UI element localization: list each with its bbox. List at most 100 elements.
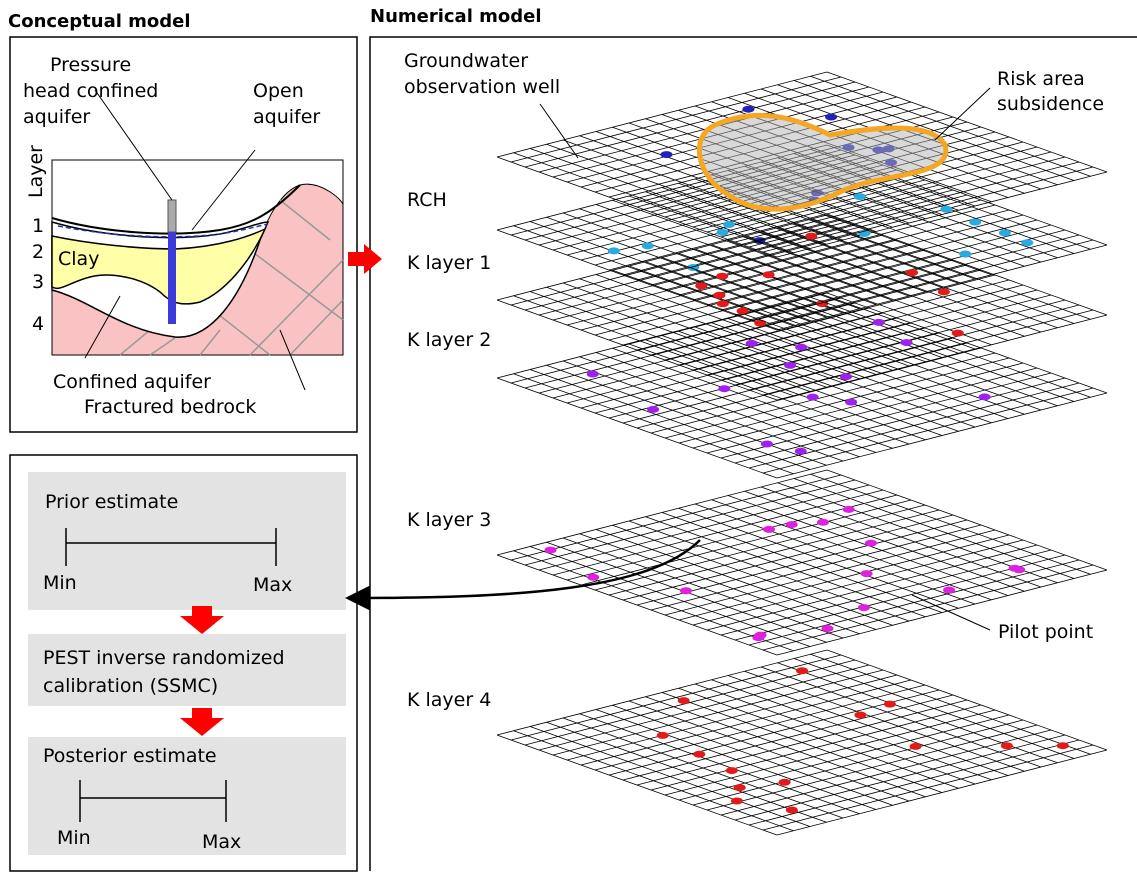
point — [723, 221, 736, 229]
point — [853, 193, 866, 201]
point — [736, 307, 749, 315]
label: Risk area — [997, 68, 1085, 90]
point — [586, 370, 599, 378]
point — [641, 242, 654, 250]
point — [900, 339, 913, 347]
point — [754, 319, 767, 327]
point — [906, 269, 919, 277]
point — [716, 300, 729, 308]
point — [718, 385, 731, 393]
label: subsidence — [997, 93, 1104, 115]
point — [730, 797, 743, 805]
label: PEST inverse randomized — [43, 647, 285, 669]
layer-label: K layer 3 — [407, 509, 491, 531]
arrow — [348, 244, 382, 274]
point — [943, 586, 956, 594]
point — [805, 232, 818, 240]
point — [959, 250, 972, 258]
point — [544, 546, 557, 554]
layer-number: 4 — [32, 313, 44, 335]
point — [825, 113, 838, 121]
point — [785, 521, 798, 529]
point — [647, 405, 660, 413]
layer-number: 1 — [32, 215, 44, 237]
point — [760, 440, 773, 448]
layer-label: K layer 1 — [407, 252, 491, 274]
point — [816, 518, 829, 526]
heading: Numerical model — [370, 6, 542, 27]
label: head confined — [23, 80, 158, 102]
label: Groundwater — [404, 50, 528, 72]
label: Fractured bedrock — [84, 396, 256, 418]
point — [796, 667, 809, 675]
point — [656, 731, 669, 739]
point — [733, 784, 746, 792]
label: Max — [253, 574, 292, 596]
point — [872, 318, 885, 326]
layer-number: 2 — [32, 241, 44, 263]
label: Clay — [58, 248, 99, 270]
label: Max — [202, 831, 241, 853]
cross-section — [51, 89, 344, 391]
axis-label: Layer — [25, 145, 47, 198]
label: aquifer — [23, 106, 90, 128]
arrow — [180, 606, 224, 634]
layer-label: K layer 4 — [407, 689, 491, 711]
label: Pilot point — [998, 621, 1093, 643]
point — [763, 525, 776, 533]
point — [1021, 239, 1034, 247]
point — [716, 228, 729, 236]
point — [725, 767, 738, 775]
point — [679, 587, 692, 595]
point — [978, 393, 991, 401]
label: Min — [43, 572, 77, 594]
point — [677, 697, 690, 705]
point — [909, 742, 922, 750]
label: calibration (SSMC) — [43, 675, 218, 697]
point — [845, 398, 858, 406]
point — [607, 247, 620, 255]
point — [806, 393, 819, 401]
point — [587, 573, 600, 581]
label: Open — [253, 80, 304, 102]
grid — [496, 292, 1108, 479]
point — [998, 229, 1011, 237]
point — [883, 700, 896, 708]
point — [794, 447, 807, 455]
box — [28, 634, 346, 706]
pointer — [911, 594, 991, 631]
range-bar — [65, 528, 277, 822]
box — [28, 737, 346, 855]
point — [969, 218, 982, 226]
layer-label: RCH — [407, 189, 447, 211]
layer-label: K layer 2 — [407, 329, 491, 351]
grid — [496, 649, 1108, 836]
point — [842, 505, 855, 513]
arrow — [345, 539, 701, 611]
point — [951, 329, 964, 337]
label: aquifer — [253, 106, 320, 128]
workflow-panel — [9, 454, 358, 872]
point — [754, 631, 767, 639]
point — [716, 272, 729, 280]
point — [784, 361, 797, 369]
label: Confined aquifer — [53, 371, 211, 393]
label: Posterior estimate — [43, 745, 217, 767]
grid — [496, 144, 1108, 331]
risk-area — [697, 112, 949, 212]
point — [860, 570, 873, 578]
heading: Conceptual model — [8, 11, 191, 32]
label: Prior estimate — [45, 491, 178, 513]
point — [660, 151, 673, 159]
model-layers — [496, 71, 1108, 836]
point — [940, 205, 953, 213]
box — [28, 472, 346, 610]
point — [795, 343, 808, 351]
pointer — [934, 87, 991, 141]
point — [713, 291, 726, 299]
layer-number: 3 — [32, 271, 44, 293]
point — [695, 282, 708, 290]
point — [1000, 742, 1013, 750]
point — [857, 604, 870, 612]
